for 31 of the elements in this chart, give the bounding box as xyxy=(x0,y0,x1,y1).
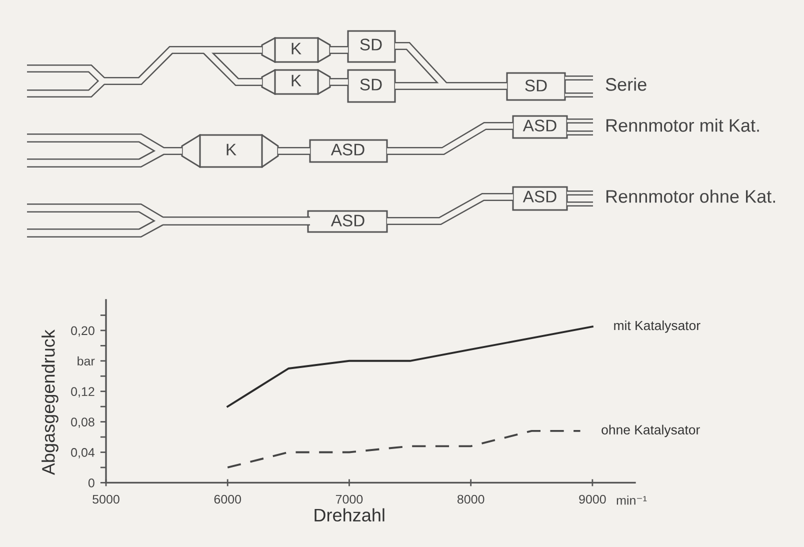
line-series xyxy=(226,430,582,468)
y-tick-label: bar xyxy=(78,356,95,366)
x-tick-label: 7000 xyxy=(336,494,363,504)
text: ASD xyxy=(330,214,364,226)
text: SD xyxy=(360,38,382,50)
x-axis-title: Drehzahl xyxy=(314,508,384,522)
x-tick-label: 5000 xyxy=(92,494,120,504)
y-tick-label: 0 xyxy=(88,478,94,488)
text: K xyxy=(226,144,236,156)
series-label: mit Katalysator xyxy=(614,320,700,333)
text: SD xyxy=(525,80,547,92)
y-tick-label: 0,12 xyxy=(71,387,94,398)
x-tick-label: 6000 xyxy=(214,494,242,504)
y-tick-label: 0,20 xyxy=(71,326,94,337)
text: ASD xyxy=(522,190,556,202)
text: min⁻¹ xyxy=(616,496,647,505)
series-label: ohne Katalysator xyxy=(602,424,700,438)
text: Serie xyxy=(606,78,646,91)
y-tick-label: 0,04 xyxy=(71,448,95,458)
text: Rennmotor ohne Kat. xyxy=(606,190,775,203)
y-axis-title: Abgasgegendruck xyxy=(42,330,58,476)
line-series xyxy=(226,326,594,408)
text: K xyxy=(292,74,302,86)
text: Rennmotor mit Kat. xyxy=(606,118,759,132)
text: ASD xyxy=(522,120,556,132)
text: K xyxy=(292,42,302,54)
y-tick-label: 0,08 xyxy=(71,418,94,428)
x-tick-label: 8000 xyxy=(457,494,484,504)
text: ASD xyxy=(330,144,364,156)
text: SD xyxy=(360,78,382,90)
x-tick-label: 9000 xyxy=(579,494,606,504)
